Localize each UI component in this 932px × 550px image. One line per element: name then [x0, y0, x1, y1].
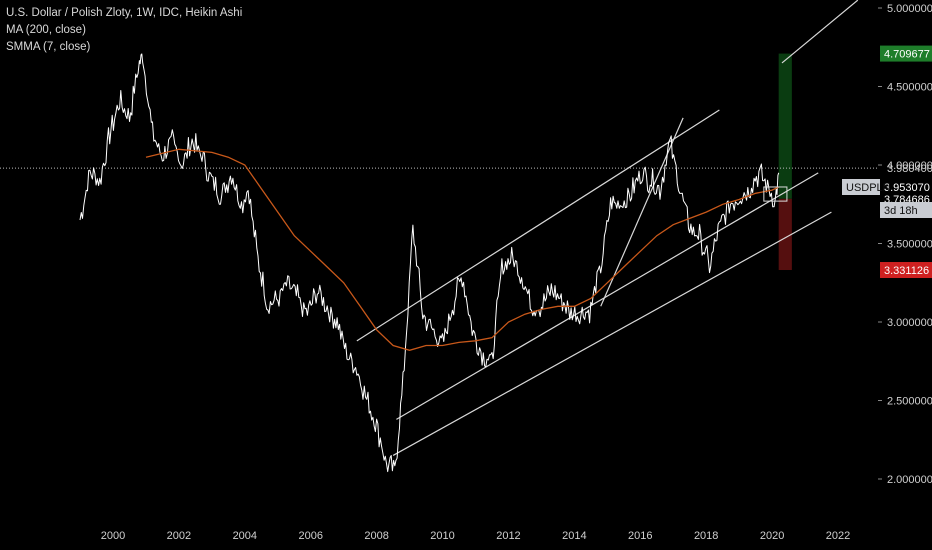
countdown-badge-label: 3d 18h: [884, 205, 918, 217]
stop-price-badge-label: 3.331126: [884, 265, 929, 277]
x-tick-label: 2002: [167, 530, 191, 542]
symbol-badge-label: USDPLN: [846, 182, 891, 194]
y-tick-label: 2.000000: [887, 474, 932, 486]
target-price-badge-bg: [880, 45, 932, 62]
channel-line-4[interactable]: [600, 117, 684, 307]
x-tick-label: 2004: [233, 530, 257, 542]
price-series[interactable]: [79, 53, 780, 473]
ma200-series[interactable]: [145, 148, 779, 351]
y-tick-label: 2.500000: [887, 396, 932, 408]
x-tick-label: 2010: [430, 530, 454, 542]
y-tick-label: 4.500000: [887, 82, 932, 94]
channel-line-1[interactable]: [356, 109, 720, 342]
last-price-label: 3.980400: [887, 163, 932, 175]
x-tick-label: 2008: [364, 530, 388, 542]
countdown-badge[interactable]: 3d 18h: [880, 202, 932, 218]
target-price-badge[interactable]: 4.709677: [880, 45, 932, 62]
axes: 2000 2002 2004 2006 2008 2010 2012 2014 2016 2018…: [101, 3, 932, 542]
x-tick-label: 2016: [628, 530, 652, 542]
profit-zone: [778, 53, 792, 199]
channel-line-3[interactable]: [392, 211, 832, 456]
symbol-badge-bg: [842, 179, 880, 195]
x-tick-label: 2020: [760, 530, 784, 542]
chart-legend: U.S. Dollar / Polish Zloty, 1W, IDC, Hei…: [6, 5, 242, 56]
stop-price-badge-bg: [880, 262, 932, 279]
x-tick-label: 2000: [101, 530, 125, 542]
channel-line-5[interactable]: [781, 0, 859, 64]
current-price-badge-label: 3.953070: [884, 182, 930, 194]
y-tick-label: 5.000000: [887, 3, 932, 15]
y-tick-label: 4.000000: [887, 160, 932, 172]
x-tick-label: 2018: [694, 530, 718, 542]
stop-price-badge[interactable]: 3.331126: [880, 262, 932, 279]
x-tick-label: 2006: [298, 530, 322, 542]
y-tick-label: 3.500000: [887, 239, 932, 251]
loss-zone: [778, 198, 792, 271]
symbol-badge[interactable]: USDPLN: [842, 179, 891, 195]
countdown-badge-bg: [880, 202, 932, 218]
entry-marker-box: [763, 186, 788, 202]
legend-ma200[interactable]: MA (200, close): [6, 24, 86, 36]
y-tick-label: 3.000000: [887, 317, 932, 329]
current-price-badge[interactable]: 3.953070: [880, 179, 932, 195]
legend-smma7[interactable]: SMMA (7, close): [6, 41, 91, 53]
x-tick-label: 2012: [496, 530, 520, 542]
channel-lines: [356, 0, 859, 456]
series-layer: [79, 53, 788, 473]
x-tick-label: 2022: [826, 530, 850, 542]
target-price-badge-label: 4.709677: [884, 49, 930, 61]
legend-symbol-title: U.S. Dollar / Polish Zloty, 1W, IDC, Hei…: [6, 7, 243, 19]
current-price-badge-bg: [880, 179, 932, 195]
channel-line-2[interactable]: [396, 172, 819, 420]
x-tick-label: 2014: [562, 530, 586, 542]
position-zones: [0, 53, 878, 271]
